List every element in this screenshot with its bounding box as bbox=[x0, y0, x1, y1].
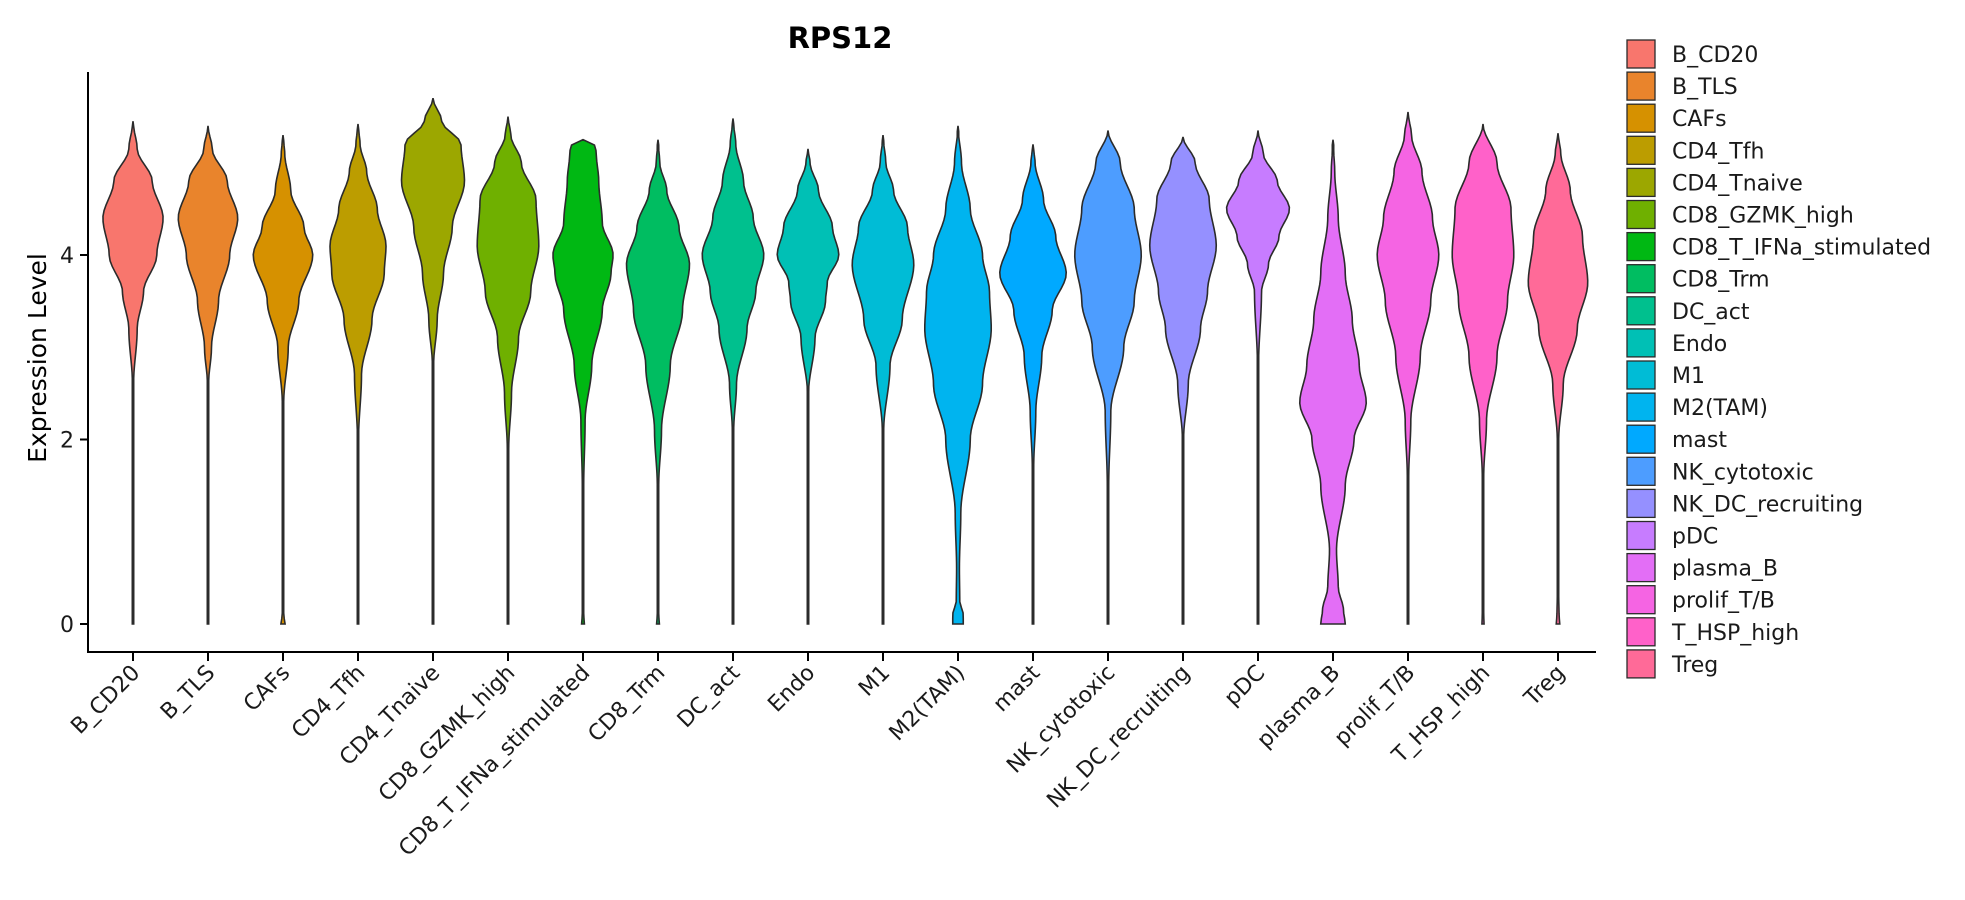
legend-swatch-DC_act bbox=[1626, 296, 1656, 326]
legend-label-CD4_Tfh: CD4_Tfh bbox=[1672, 139, 1764, 164]
legend-swatch-Treg bbox=[1626, 649, 1656, 679]
x-tick-label-Treg: Treg bbox=[1519, 661, 1570, 712]
legend-label-plasma_B: plasma_B bbox=[1672, 557, 1778, 582]
x-tick-label-M1: M1 bbox=[854, 661, 895, 702]
legend-swatch-CD8_T_IFNa_stimulated bbox=[1626, 231, 1656, 262]
violin-M1 bbox=[851, 134, 915, 625]
legend-label-CAFs: CAFs bbox=[1672, 107, 1727, 132]
y-tick-label-4: 4 bbox=[60, 244, 74, 269]
x-tick-label-NK_DC_recruiting: NK_DC_recruiting bbox=[1042, 661, 1195, 814]
x-tick-label-M2(TAM): M2(TAM) bbox=[885, 661, 970, 746]
legend-label-CD4_Tnaive: CD4_Tnaive bbox=[1672, 171, 1803, 196]
legend-swatch-plasma_B bbox=[1626, 552, 1656, 583]
legend-swatch-CD4_Tfh bbox=[1626, 135, 1656, 165]
violin-M2(TAM) bbox=[923, 125, 993, 625]
legend-label-B_TLS: B_TLS bbox=[1672, 75, 1738, 100]
legend-label-B_CD20: B_CD20 bbox=[1672, 43, 1758, 68]
legend-label-CD8_T_IFNa_stimulated: CD8_T_IFNa_stimulated bbox=[1672, 236, 1931, 261]
violin-Endo bbox=[776, 148, 840, 625]
legend-label-NK_cytotoxic: NK_cytotoxic bbox=[1672, 460, 1814, 485]
legend-swatch-pDC bbox=[1626, 520, 1656, 551]
legend-label-CD8_GZMK_high: CD8_GZMK_high bbox=[1672, 204, 1854, 229]
legend-swatch-Endo bbox=[1626, 328, 1656, 358]
violin-Treg bbox=[1527, 133, 1589, 625]
y-tick-label-2: 2 bbox=[60, 429, 74, 454]
violin-mast bbox=[998, 144, 1068, 625]
legend-label-mast: mast bbox=[1672, 428, 1727, 453]
violin-B_TLS bbox=[177, 125, 239, 625]
legend-label-M2(TAM): M2(TAM) bbox=[1672, 396, 1768, 421]
x-tick-label-CD8_GZMK_high: CD8_GZMK_high bbox=[374, 661, 520, 807]
legend: B_CD20 B_TLS CAFs CD4_Tfh CD4_Tnaive CD8_GZMK… bbox=[1626, 39, 1931, 679]
violin-DC_act bbox=[701, 118, 765, 625]
legend-label-DC_act: DC_act bbox=[1672, 300, 1750, 325]
legend-swatch-CD4_Tnaive bbox=[1626, 167, 1656, 198]
legend-label-Endo: Endo bbox=[1672, 332, 1727, 357]
legend-swatch-CAFs bbox=[1626, 103, 1656, 133]
legend-swatch-prolif_T/B bbox=[1626, 585, 1656, 615]
x-tick-label-CAFs: CAFs bbox=[239, 661, 295, 717]
x-tick-label-DC_act: DC_act bbox=[673, 660, 746, 733]
legend-swatch-M2(TAM) bbox=[1626, 392, 1656, 422]
violin-CD4_Tfh bbox=[329, 123, 387, 625]
violin-prolif_T/B bbox=[1376, 111, 1440, 625]
legend-swatch-NK_DC_recruiting bbox=[1626, 488, 1656, 519]
legend-swatch-NK_cytotoxic bbox=[1626, 456, 1656, 486]
violin-B_CD20 bbox=[102, 121, 164, 625]
x-tick-label-Endo: Endo bbox=[763, 661, 820, 718]
y-tick-label-0: 0 bbox=[60, 613, 74, 638]
legend-swatch-B_TLS bbox=[1626, 71, 1656, 101]
x-tick-label-plasma_B: plasma_B bbox=[1253, 661, 1346, 754]
violin-plasma_B bbox=[1298, 139, 1368, 625]
violin-CD8_Trm bbox=[625, 139, 691, 625]
violin-T_HSP_high bbox=[1451, 123, 1515, 625]
legend-swatch-M1 bbox=[1626, 360, 1656, 390]
violin-NK_cytotoxic bbox=[1073, 130, 1143, 625]
legend-swatch-T_HSP_high bbox=[1626, 617, 1656, 647]
legend-swatch-B_CD20 bbox=[1626, 39, 1656, 69]
legend-label-prolif_T/B: prolif_T/B bbox=[1672, 589, 1775, 614]
x-tick-label-B_TLS: B_TLS bbox=[156, 661, 220, 725]
legend-swatch-CD8_Trm bbox=[1626, 264, 1656, 294]
legend-label-CD8_Trm: CD8_Trm bbox=[1672, 268, 1770, 293]
y-axis-label: Expression Level bbox=[23, 253, 52, 463]
x-tick-label-CD8_Trm: CD8_Trm bbox=[584, 661, 671, 748]
violin-CD8_GZMK_high bbox=[476, 116, 540, 625]
legend-label-pDC: pDC bbox=[1672, 525, 1718, 550]
x-tick-label-B_CD20: B_CD20 bbox=[66, 661, 145, 740]
legend-swatch-mast bbox=[1626, 424, 1656, 454]
chart-title: RPS12 bbox=[788, 21, 893, 55]
violin-CAFs bbox=[252, 134, 314, 625]
legend-label-T_HSP_high: T_HSP_high bbox=[1671, 621, 1799, 646]
legend-label-Treg: Treg bbox=[1671, 653, 1718, 678]
plot-area bbox=[102, 97, 1589, 625]
violin-pDC bbox=[1225, 130, 1291, 625]
legend-label-NK_DC_recruiting: NK_DC_recruiting bbox=[1672, 492, 1863, 517]
violin-CD4_Tnaive bbox=[400, 97, 466, 625]
violin-NK_DC_recruiting bbox=[1148, 136, 1218, 625]
violin-CD8_T_IFNa_stimulated bbox=[552, 138, 614, 625]
x-tick-label-mast: mast bbox=[989, 660, 1046, 717]
legend-label-M1: M1 bbox=[1672, 364, 1705, 389]
x-tick-label-pDC: pDC bbox=[1220, 661, 1270, 711]
legend-swatch-CD8_GZMK_high bbox=[1626, 199, 1656, 230]
